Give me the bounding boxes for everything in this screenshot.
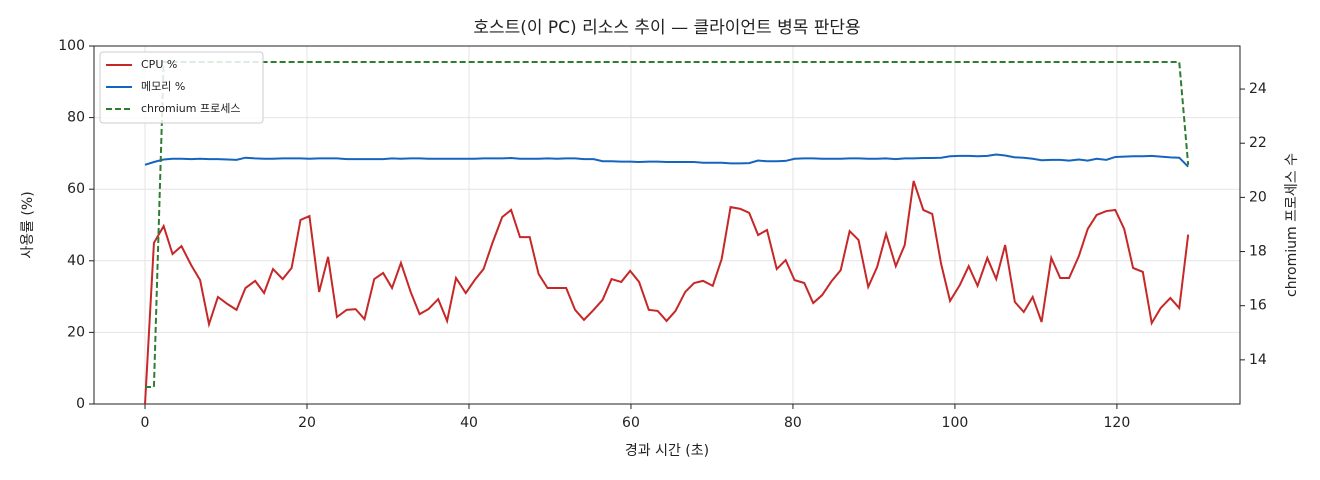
plot-frame [93, 45, 1241, 405]
y2-tick-label: 24 [1249, 81, 1267, 97]
chart-title: 호스트(이 PC) 리소스 추이 — 클라이언트 병목 판단용 [473, 18, 860, 38]
y-tick-label: 20 [67, 324, 85, 340]
y2-tick-label: 22 [1249, 135, 1267, 151]
x-tick-label: 60 [622, 415, 640, 431]
x-tick-label: 120 [1104, 415, 1131, 431]
y-tick-label: 100 [58, 38, 85, 54]
y-tick-label: 40 [67, 253, 85, 269]
legend-box [99, 51, 264, 124]
y-axis-label: 사용률 (%) [20, 191, 36, 258]
legend-label: CPU % [141, 58, 177, 71]
legend-label: 메모리 % [141, 80, 185, 93]
y2-tick-label: 18 [1249, 244, 1267, 260]
y-tick-label: 0 [76, 396, 85, 412]
x-tick-label: 80 [784, 415, 802, 431]
series-line [144, 153, 1189, 168]
x-axis-label: 경과 시간 (초) [625, 443, 709, 459]
y-tick-label: 60 [67, 181, 85, 197]
y2-tick-label: 16 [1249, 298, 1267, 314]
series-line [145, 60, 1190, 388]
legend-label: chromium 프로세스 [141, 102, 240, 115]
x-tick-label: 0 [141, 415, 150, 431]
y2-tick-label: 20 [1249, 189, 1267, 205]
x-tick-label: 20 [298, 415, 316, 431]
y-tick-label: 80 [67, 110, 85, 126]
y2-axis-label: chromium 프로세스 수 [1284, 153, 1300, 297]
x-tick-label: 40 [460, 415, 478, 431]
series-line [144, 180, 1190, 405]
x-tick-label: 100 [942, 415, 969, 431]
y2-tick-label: 14 [1249, 352, 1267, 368]
